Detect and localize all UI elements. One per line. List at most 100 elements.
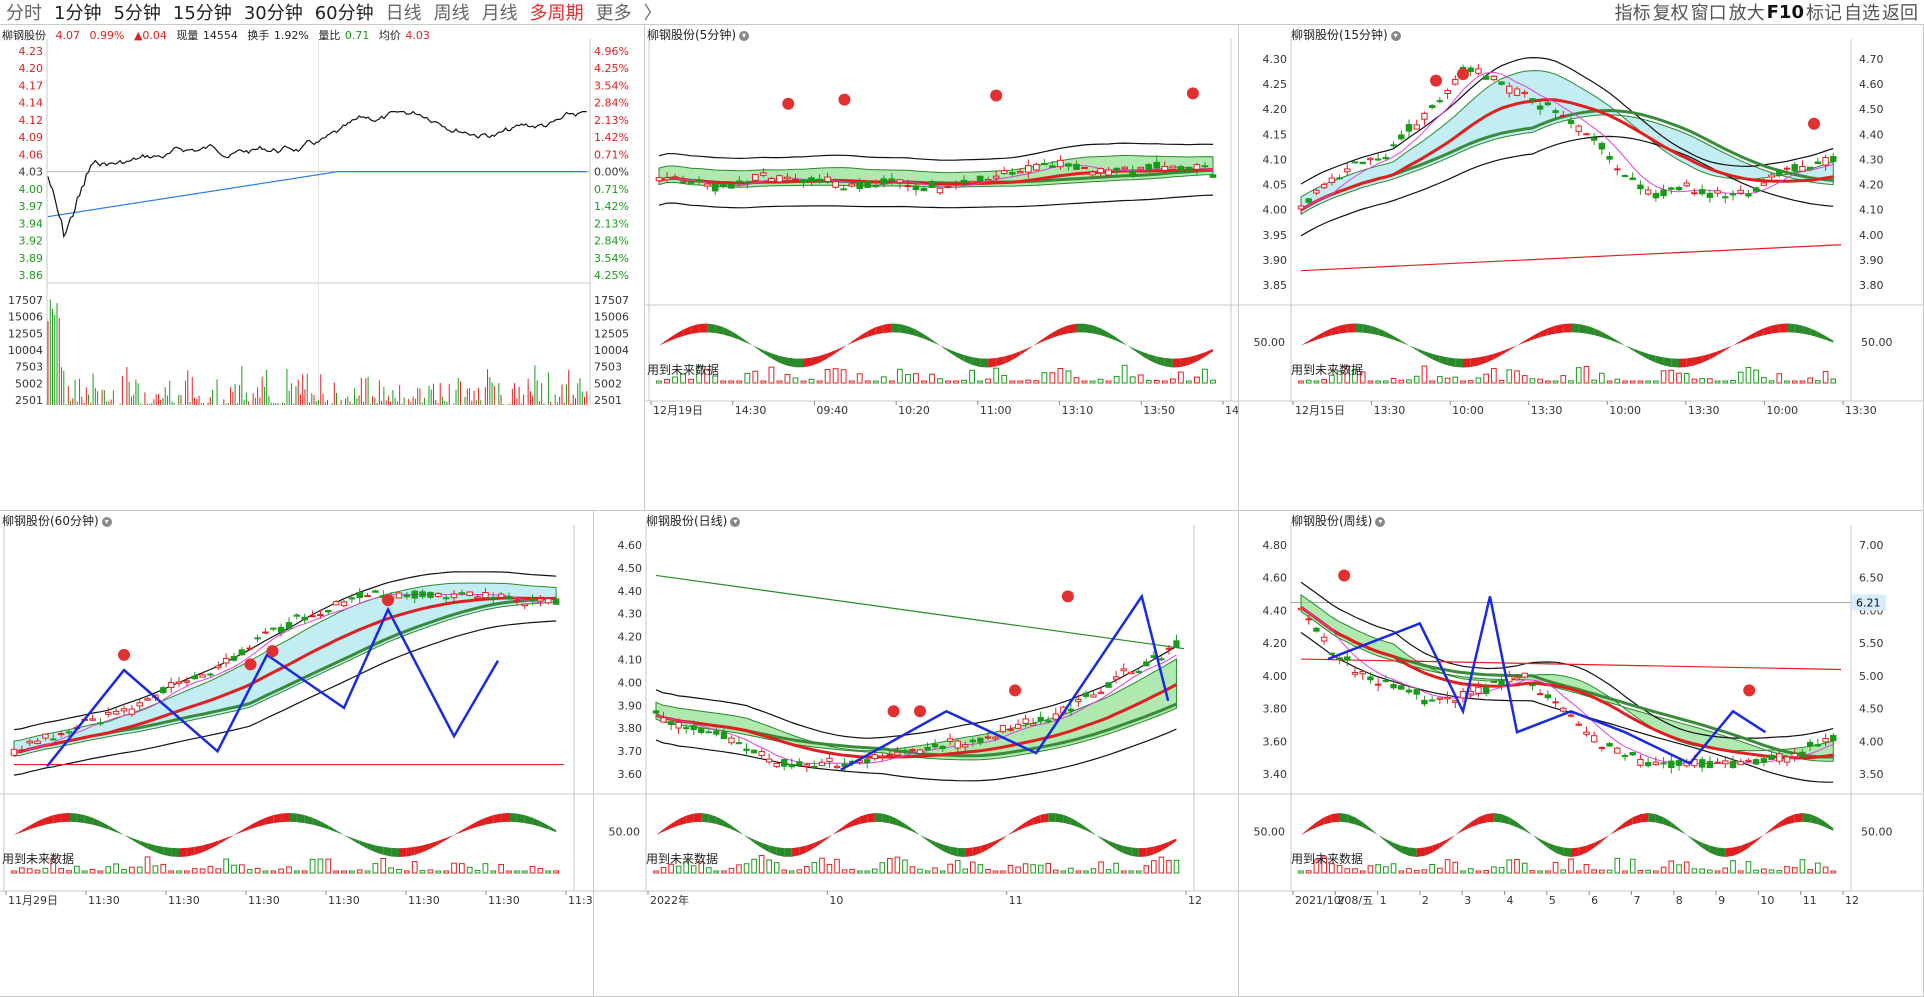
panel-menu-icon[interactable]: ▾ xyxy=(1375,516,1386,527)
more-arrow-icon[interactable]: 〉 xyxy=(643,3,662,24)
candle-body xyxy=(856,181,864,190)
candle-body xyxy=(1799,751,1806,757)
tool-button-5[interactable]: 标记 xyxy=(1806,3,1842,24)
oscillator-segment xyxy=(1663,817,1672,828)
chart-panel-daily[interactable]: 柳钢股份(日线) ▾ 用到未来数据 4.60 4.50 4.40 4.30 4.20 4.1… xyxy=(594,511,1239,997)
period-tab-7[interactable]: 周线 xyxy=(433,3,470,24)
time-tick: 13:30 xyxy=(1531,404,1563,417)
chart-panel-15min[interactable]: 柳钢股份(15分钟) ▾ 用到未来数据 4.30 4.25 4.20 4.15 4.10 4… xyxy=(1239,25,1924,511)
oscillator-segment xyxy=(1432,842,1440,853)
kline-chart-daily[interactable]: 4.60 4.50 4.40 4.30 4.20 4.10 4.00 3.90 3.80 3.70… xyxy=(594,511,1239,997)
chart-panel-weekly[interactable]: 柳钢股份(周线) ▾ 用到未来数据 4.80 4.60 4.40 4.20 4.00 3.8… xyxy=(1239,511,1924,997)
sub-bar xyxy=(1737,371,1744,384)
oscillator-segment xyxy=(659,339,668,346)
candle-body xyxy=(916,749,924,754)
candle-body xyxy=(1552,110,1559,113)
intraday-chart[interactable]: 4.23 4.96% 4.20 4.25% 4.17 3.54% 4.14 2.84% 4.12… xyxy=(0,25,645,511)
oscillator-segment xyxy=(1725,847,1733,857)
oscillator-segment xyxy=(1140,351,1149,360)
candle-body xyxy=(832,181,839,188)
tool-button-3[interactable]: 放大 xyxy=(1728,3,1765,24)
sub-bar xyxy=(688,378,695,384)
right-price-tick: 3.90 xyxy=(1859,254,1884,267)
signal-marker-icon xyxy=(1338,569,1351,582)
tool-button-0[interactable]: 指标 xyxy=(1614,3,1651,24)
candle-body xyxy=(105,711,112,715)
oscillator-segment xyxy=(987,840,996,850)
sub-bar xyxy=(1606,380,1613,384)
vol-tick: 2501 xyxy=(15,394,43,407)
sub-bar xyxy=(1060,870,1067,874)
candle-body xyxy=(403,594,411,598)
time-tick: 10:20 xyxy=(898,404,930,417)
oscillator-segment xyxy=(972,846,981,856)
sub-bar xyxy=(1668,369,1675,384)
period-tab-1[interactable]: 1分钟 xyxy=(54,3,102,24)
sub-bar xyxy=(1776,373,1783,384)
oscillator-segment xyxy=(367,843,376,853)
tool-button-4[interactable]: F10 xyxy=(1766,1,1804,23)
candle-body xyxy=(1706,192,1714,198)
oscillator-segment xyxy=(964,355,973,365)
period-tab-3[interactable]: 15分钟 xyxy=(172,3,232,24)
oscillator-segment xyxy=(1347,814,1355,825)
period-tab-9[interactable]: 多周期 xyxy=(529,3,584,24)
chart-panel-60min[interactable]: 柳钢股份(60分钟) ▾ 用到未来数据 11月29日 11:30 11:30 11:30… xyxy=(0,511,594,997)
oscillator-segment xyxy=(454,830,462,835)
sub-bar xyxy=(1390,378,1397,384)
sub-bar xyxy=(521,870,528,874)
sub-bar xyxy=(1807,377,1813,384)
kline-chart-5min[interactable]: 12月19日 14:30 09:40 10:20 11:00 13:10 13:50 14:3… xyxy=(645,25,1239,511)
candle-body xyxy=(1482,686,1490,694)
period-tab-6[interactable]: 日线 xyxy=(385,3,422,24)
period-tab-2[interactable]: 5分钟 xyxy=(113,3,161,24)
pct-tick: 0.71% xyxy=(594,148,629,161)
intraday-panel[interactable]: 柳钢股份 4.07 0.99% ▲0.04 现量 14554 换手 1.92% … xyxy=(0,25,645,511)
oscillator-segment xyxy=(803,357,812,368)
pct-tick: 3.54% xyxy=(594,252,629,265)
panel-menu-icon[interactable]: ▾ xyxy=(101,516,112,527)
sub-bar xyxy=(1359,870,1366,874)
tool-button-6[interactable]: 自选 xyxy=(1844,3,1880,24)
sub-bar xyxy=(698,861,705,874)
period-tab-5[interactable]: 60分钟 xyxy=(314,3,374,24)
tool-button-1[interactable]: 复权 xyxy=(1652,3,1689,24)
oscillator-segment xyxy=(218,837,227,845)
chart-panel-5min[interactable]: 柳钢股份(5分钟) ▾ 用到未来数据 12月19日 14:30 09:40 10:20 1… xyxy=(645,25,1239,511)
tool-button-7[interactable]: 返回 xyxy=(1882,3,1918,24)
price-tick: 4.03 xyxy=(19,166,44,179)
oscillator-segment xyxy=(226,835,234,840)
candle-body xyxy=(703,183,711,187)
period-tab-0[interactable]: 分时 xyxy=(6,3,42,24)
pct-tick: 1.42% xyxy=(594,131,629,144)
panel-menu-icon[interactable]: ▾ xyxy=(739,30,749,41)
sub-bar xyxy=(969,369,976,384)
right-price-tick: 4.60 xyxy=(1859,78,1884,91)
candle-body xyxy=(1536,693,1544,696)
candle-body xyxy=(301,616,308,621)
candle-body xyxy=(920,187,928,192)
oscillator-segment xyxy=(29,821,38,830)
panel-menu-icon[interactable]: ▾ xyxy=(730,516,741,527)
oscillator-segment xyxy=(739,335,748,344)
price-tick: 3.70 xyxy=(618,745,643,758)
oscillator-segment xyxy=(889,815,898,826)
candle-body xyxy=(1081,166,1088,169)
candle-body xyxy=(442,597,450,600)
period-tab-10[interactable]: 更多 xyxy=(595,3,632,24)
candle-body xyxy=(1675,760,1683,766)
period-tab-8[interactable]: 月线 xyxy=(481,3,518,24)
sub-bar xyxy=(1452,861,1459,874)
oscillator-segment xyxy=(1324,814,1332,825)
kline-chart-weekly[interactable]: 4.80 4.60 4.40 4.20 4.00 3.80 3.60 3.40 7.00 6.50… xyxy=(1239,511,1924,997)
sub-bar xyxy=(1784,866,1790,874)
candle-body xyxy=(1209,174,1217,178)
panel-menu-icon[interactable]: ▾ xyxy=(1390,30,1401,41)
period-tab-4[interactable]: 30分钟 xyxy=(243,3,303,24)
kline-chart-60min[interactable]: 11月29日 11:30 11:30 11:30 11:30 11:30 11:30 11:3… xyxy=(0,511,594,997)
pct-tick: 2.84% xyxy=(594,235,629,248)
candle-body xyxy=(1760,758,1768,763)
sub-bar xyxy=(459,863,465,874)
kline-chart-15min[interactable]: 4.30 4.25 4.20 4.15 4.10 4.05 4.00 3.95 3.90 3.85… xyxy=(1239,25,1924,511)
tool-button-2[interactable]: 窗口 xyxy=(1690,3,1727,24)
